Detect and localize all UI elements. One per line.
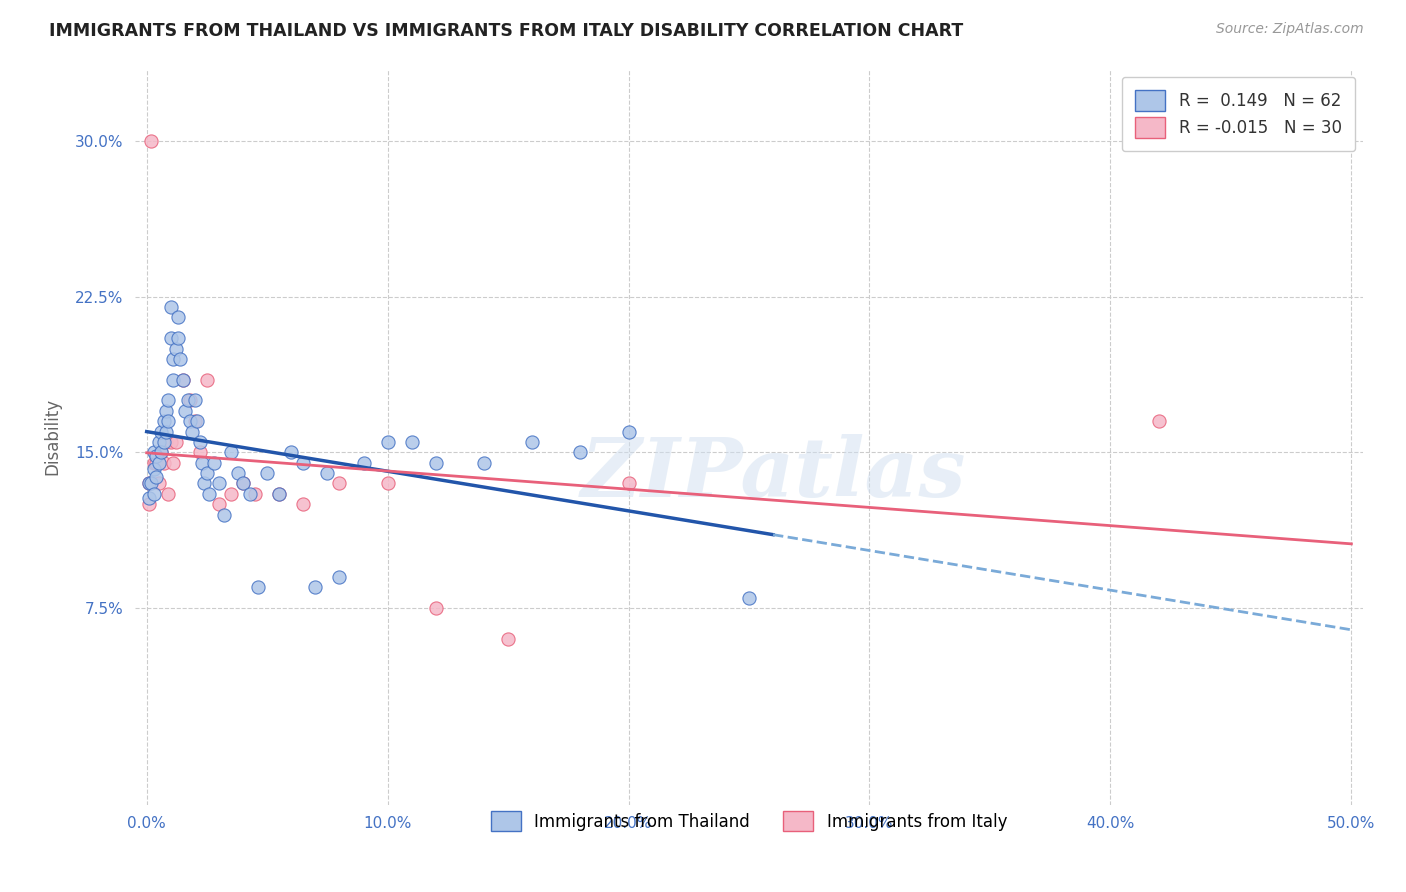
Point <box>198 487 221 501</box>
Point <box>239 487 262 501</box>
Point <box>155 404 177 418</box>
Point <box>138 491 160 505</box>
Point <box>162 373 184 387</box>
Point <box>208 476 231 491</box>
Point <box>157 414 180 428</box>
Point <box>292 497 315 511</box>
Y-axis label: Disability: Disability <box>44 398 60 475</box>
Point <box>219 445 242 459</box>
Point <box>174 404 197 418</box>
Point <box>191 456 214 470</box>
Point <box>145 456 167 470</box>
Point <box>232 476 254 491</box>
Point <box>269 487 291 501</box>
Point <box>181 425 204 439</box>
Point <box>165 342 187 356</box>
Point <box>243 487 266 501</box>
Point <box>162 456 184 470</box>
Point <box>377 434 399 449</box>
Point <box>172 373 194 387</box>
Point <box>617 425 640 439</box>
Point <box>152 434 174 449</box>
Point <box>150 445 173 459</box>
Point <box>142 487 165 501</box>
Point <box>328 570 350 584</box>
Point <box>472 456 495 470</box>
Point <box>142 445 165 459</box>
Point <box>208 497 231 511</box>
Point <box>188 445 211 459</box>
Point <box>138 476 160 491</box>
Point <box>159 434 181 449</box>
Point <box>155 434 177 449</box>
Point <box>425 601 447 615</box>
Point <box>157 393 180 408</box>
Text: ZIPatlas: ZIPatlas <box>581 434 966 514</box>
Point <box>280 445 302 459</box>
Point <box>155 425 177 439</box>
Point <box>188 434 211 449</box>
Point <box>142 462 165 476</box>
Point <box>150 445 173 459</box>
Point <box>738 591 761 605</box>
Point <box>304 580 326 594</box>
Point <box>184 393 207 408</box>
Point <box>184 414 207 428</box>
Point <box>202 456 225 470</box>
Point <box>377 476 399 491</box>
Point <box>219 487 242 501</box>
Point <box>522 434 544 449</box>
Point <box>401 434 423 449</box>
Point <box>159 331 181 345</box>
Point <box>152 414 174 428</box>
Point <box>256 466 278 480</box>
Point <box>152 456 174 470</box>
Point <box>292 456 315 470</box>
Point <box>1147 414 1170 428</box>
Point <box>138 476 160 491</box>
Point <box>617 476 640 491</box>
Point <box>195 466 218 480</box>
Point <box>186 414 208 428</box>
Point <box>353 456 375 470</box>
Text: Source: ZipAtlas.com: Source: ZipAtlas.com <box>1216 22 1364 37</box>
Point <box>167 331 190 345</box>
Point <box>138 497 160 511</box>
Point <box>195 373 218 387</box>
Point <box>176 393 198 408</box>
Legend: Immigrants from Thailand, Immigrants from Italy: Immigrants from Thailand, Immigrants fro… <box>478 797 1021 845</box>
Point <box>328 476 350 491</box>
Text: IMMIGRANTS FROM THAILAND VS IMMIGRANTS FROM ITALY DISABILITY CORRELATION CHART: IMMIGRANTS FROM THAILAND VS IMMIGRANTS F… <box>49 22 963 40</box>
Point <box>141 134 163 148</box>
Point <box>316 466 339 480</box>
Point <box>148 476 170 491</box>
Point <box>150 425 173 439</box>
Point <box>165 434 187 449</box>
Point <box>246 580 269 594</box>
Point <box>157 487 180 501</box>
Point <box>212 508 235 522</box>
Point <box>179 414 201 428</box>
Point <box>167 310 190 325</box>
Point <box>141 476 163 491</box>
Point <box>172 373 194 387</box>
Point <box>148 456 170 470</box>
Point <box>159 300 181 314</box>
Point <box>569 445 592 459</box>
Point <box>193 476 215 491</box>
Point <box>145 450 167 464</box>
Point <box>179 393 201 408</box>
Point <box>496 632 519 646</box>
Point <box>162 351 184 366</box>
Point <box>142 456 165 470</box>
Point <box>425 456 447 470</box>
Point <box>232 476 254 491</box>
Point <box>145 470 167 484</box>
Point <box>269 487 291 501</box>
Point <box>148 434 170 449</box>
Point <box>226 466 249 480</box>
Point <box>169 351 191 366</box>
